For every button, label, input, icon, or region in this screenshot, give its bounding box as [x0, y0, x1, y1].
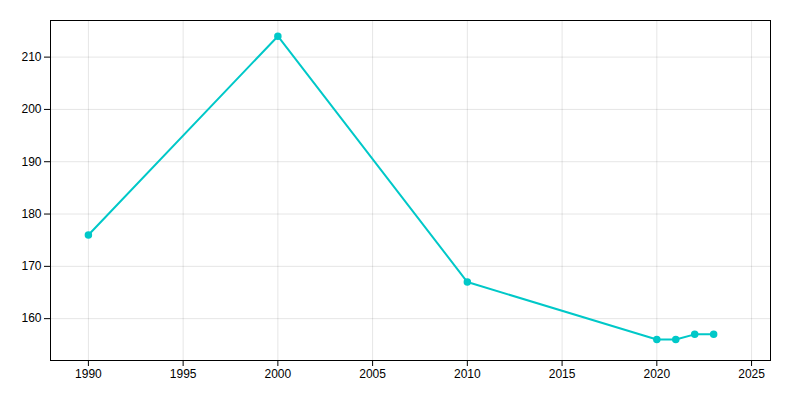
svg-text:210: 210	[21, 50, 41, 64]
svg-text:2020: 2020	[643, 367, 670, 381]
svg-text:2010: 2010	[454, 367, 481, 381]
svg-text:190: 190	[21, 155, 41, 169]
svg-text:2025: 2025	[738, 367, 765, 381]
svg-text:2000: 2000	[265, 367, 292, 381]
svg-text:2015: 2015	[549, 367, 576, 381]
svg-text:1995: 1995	[170, 367, 197, 381]
svg-text:200: 200	[21, 102, 41, 116]
svg-text:180: 180	[21, 207, 41, 221]
svg-text:1990: 1990	[75, 367, 102, 381]
svg-text:160: 160	[21, 311, 41, 325]
svg-text:2005: 2005	[359, 367, 386, 381]
svg-text:170: 170	[21, 259, 41, 273]
